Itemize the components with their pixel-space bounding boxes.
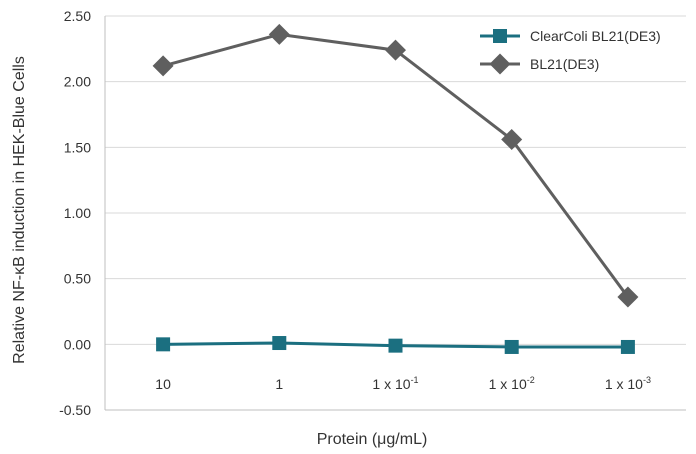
- legend-item: BL21(DE3): [480, 53, 599, 75]
- y-tick-label: 0.00: [64, 336, 91, 352]
- x-axis-title: Protein (μg/mL): [317, 431, 428, 448]
- y-axis-title: Relative NF-κB induction in HEK-Blue Cel…: [11, 56, 28, 364]
- y-tick-labels: -0.50 0.00 0.50 1.00 1.50 2.00 2.50: [59, 8, 91, 418]
- legend-item: ClearColi BL21(DE3): [480, 28, 661, 44]
- data-point-diamond: [268, 23, 290, 45]
- axes: [104, 16, 686, 411]
- x-tick-label: 1: [275, 376, 283, 392]
- x-tick-label: 1 x 10-1: [372, 375, 418, 392]
- data-point-diamond: [501, 128, 523, 150]
- x-tick-label: 1 x 10-3: [605, 375, 651, 392]
- legend-label: BL21(DE3): [530, 56, 599, 72]
- x-tick-label: 10: [155, 376, 171, 392]
- data-point-diamond: [489, 53, 511, 75]
- legend: ClearColi BL21(DE3) BL21(DE3): [480, 28, 661, 75]
- y-tick-label: 1.00: [64, 205, 91, 221]
- series-bl21: [152, 23, 639, 308]
- data-point-square: [493, 29, 507, 43]
- x-tick-label: 1 x 10-2: [489, 375, 535, 392]
- data-point-square: [272, 336, 287, 351]
- series-layer: [152, 23, 639, 354]
- series-clearcoli: [156, 336, 635, 354]
- y-tick-label: 1.50: [64, 139, 91, 155]
- y-tick-label: 0.50: [64, 271, 91, 287]
- series-line: [162, 32, 630, 298]
- legend-label: ClearColi BL21(DE3): [530, 28, 661, 44]
- y-tick-label: 2.00: [64, 74, 91, 90]
- data-point-square: [388, 338, 403, 353]
- data-point-square: [504, 339, 519, 354]
- data-point-diamond: [152, 55, 174, 77]
- y-tick-label: 2.50: [64, 8, 91, 24]
- data-point-square: [620, 339, 635, 354]
- data-point-diamond: [385, 39, 406, 61]
- y-tick-label: -0.50: [59, 402, 91, 418]
- data-point-diamond: [617, 286, 639, 308]
- x-tick-labels: 10 1 1 x 10-1 1 x 10-2 1 x 10-3: [155, 375, 651, 392]
- data-point-square: [156, 337, 171, 352]
